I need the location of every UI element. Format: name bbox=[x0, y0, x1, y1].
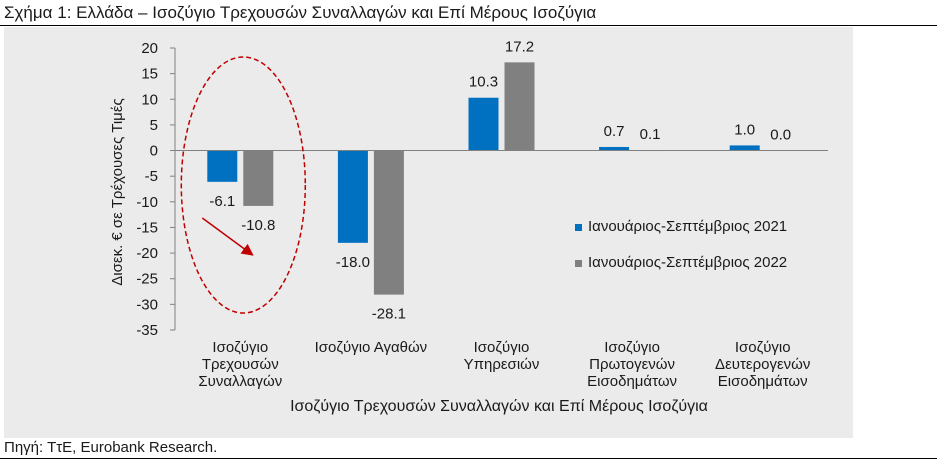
figure-title: Σχήμα 1: Ελλάδα – Ισοζύγιο Τρεχουσών Συν… bbox=[4, 3, 597, 22]
category-label: Ισοζύγιο bbox=[212, 339, 268, 356]
category-label: Ισοζύγιο bbox=[474, 339, 530, 356]
bar-series-1 bbox=[207, 150, 238, 182]
bar-series-2 bbox=[243, 150, 274, 206]
source-note: Πηγή: ΤτΕ, Eurobank Research. bbox=[4, 439, 218, 456]
chart-panel bbox=[4, 27, 853, 438]
y-tick-label: 15 bbox=[141, 66, 158, 83]
category-label: Υπηρεσιών bbox=[464, 356, 540, 373]
y-tick-label: -30 bbox=[136, 296, 158, 313]
category-label: Πρωτογενών bbox=[589, 356, 675, 373]
legend-swatch bbox=[575, 260, 582, 267]
data-label: -18.0 bbox=[336, 254, 370, 271]
y-tick-label: 5 bbox=[150, 117, 158, 134]
y-tick-label: 0 bbox=[150, 143, 158, 160]
category-label: Ισοζύγιο bbox=[735, 339, 791, 356]
y-tick-label: -10 bbox=[136, 194, 158, 211]
category-label: Τρεχουσών bbox=[202, 356, 279, 373]
y-tick-label: -20 bbox=[136, 245, 158, 262]
bar-series-1 bbox=[729, 145, 760, 151]
y-tick-label: 10 bbox=[141, 91, 158, 108]
y-tick-label: 20 bbox=[141, 40, 158, 57]
category-label: Δευτερογενών bbox=[715, 356, 810, 373]
category-label: Ισοζύγιο Αγαθών bbox=[315, 339, 428, 356]
y-tick-label: -25 bbox=[136, 271, 158, 288]
y-tick-label: -5 bbox=[145, 168, 158, 185]
x-axis-title: Ισοζύγιο Τρεχουσών Συναλλαγών και Επί Μέ… bbox=[290, 398, 708, 415]
bottom-rule bbox=[0, 458, 937, 459]
top-rule bbox=[0, 25, 937, 26]
data-label: 17.2 bbox=[505, 38, 534, 55]
category-label: Εισοδημάτων bbox=[718, 373, 808, 390]
bar-series-2 bbox=[373, 150, 404, 295]
trend-arrow bbox=[201, 217, 254, 256]
bar-series-2 bbox=[504, 62, 535, 151]
bar-series-1 bbox=[337, 150, 368, 243]
data-label: 10.3 bbox=[469, 74, 498, 91]
bar-series-1 bbox=[468, 97, 499, 151]
data-label: 0.1 bbox=[640, 126, 661, 143]
category-label: Συναλλαγών bbox=[198, 373, 282, 390]
bars bbox=[207, 62, 760, 295]
y-tick-label: -15 bbox=[136, 219, 158, 236]
data-label: 0.7 bbox=[604, 123, 625, 140]
data-label: 0.0 bbox=[770, 127, 791, 144]
legend-swatch bbox=[575, 224, 582, 231]
y-tick-label: -35 bbox=[136, 322, 158, 339]
category-label: Εισοδημάτων bbox=[587, 373, 677, 390]
data-labels: -6.1 -18.0 10.3 0.7 1.0 -10.8 -28.1 17.2 0.1 0.0 bbox=[209, 38, 791, 322]
data-label: -28.1 bbox=[372, 306, 406, 323]
highlight-ellipse bbox=[180, 56, 307, 314]
bar-series-1 bbox=[599, 146, 630, 151]
legend-label: Ιανουάριος-Σεπτέμβριος 2022 bbox=[588, 254, 787, 271]
category-label: Ισοζύγιο bbox=[604, 339, 660, 356]
annotations bbox=[180, 56, 307, 314]
data-label: -6.1 bbox=[209, 193, 235, 210]
y-axis-title: Δισεκ. € σε Τρέχουσες Τιμές bbox=[109, 98, 126, 285]
legend: Ιανουάριος-Σεπτέμβριος 2021 Ιανουάριος-Σε… bbox=[575, 218, 787, 271]
data-label: -10.8 bbox=[241, 217, 275, 234]
data-label: 1.0 bbox=[734, 121, 755, 138]
legend-label: Ιανουάριος-Σεπτέμβριος 2021 bbox=[588, 218, 787, 235]
y-axis: 20 15 10 5 0 -5 -10 -15 -20 -25 -30 -35 bbox=[136, 40, 176, 339]
